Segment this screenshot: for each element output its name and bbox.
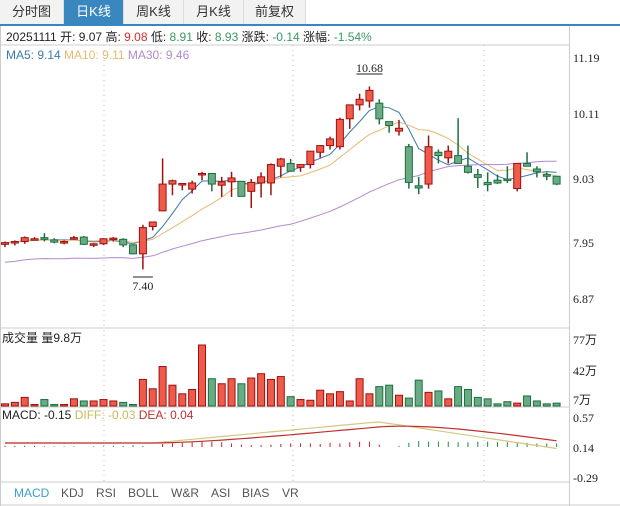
tab-daily-k[interactable]: 日K线	[64, 0, 124, 24]
tab-monthly-k[interactable]: 月K线	[184, 0, 244, 24]
indicator-rsi[interactable]: RSI	[96, 486, 117, 500]
ohlc-info: 20251111 开: 9.07 高: 9.08 低: 8.91 收: 8.93…	[6, 28, 372, 45]
indicator-bias[interactable]: BIAS	[242, 486, 270, 500]
open-label: 开:	[60, 30, 76, 44]
indicator-asi[interactable]: ASI	[211, 486, 231, 500]
open-value: 9.07	[78, 30, 103, 44]
macd-axis-label: 0.57	[573, 411, 594, 425]
high-label: 高:	[105, 30, 121, 44]
low-value: 8.91	[169, 30, 193, 44]
diff-value: DIFF: -0.03	[74, 408, 136, 422]
indicator-boll[interactable]: BOLL	[128, 486, 159, 500]
change-label: 涨跌:	[241, 30, 269, 44]
macd-legend: MACD: -0.15 DIFF: -0.03 DEA: 0.04	[2, 408, 193, 422]
ma30-value: MA30: 9.46	[127, 48, 190, 62]
indicator-vr[interactable]: VR	[282, 486, 299, 500]
volume-axis-label: 7万	[573, 393, 592, 407]
indicator-kdj[interactable]: KDJ	[61, 486, 84, 500]
macd-value: MACD: -0.15	[2, 408, 72, 422]
volume-title: 成交量 量9.8万	[2, 331, 83, 345]
svg-text:10.68: 10.68	[356, 61, 383, 75]
date-value: 20251111	[6, 30, 57, 44]
period-tabs: 分时图 日K线 周K线 月K线 前复权	[0, 0, 620, 26]
close-value: 8.93	[214, 30, 239, 44]
volume-axis-label: 77万	[573, 333, 598, 347]
low-label: 低:	[150, 30, 167, 44]
price-axis-label: 7.95	[573, 236, 594, 250]
ma-legend: MA5: 9.14 MA10: 9.11 MA30: 9.46	[6, 48, 189, 62]
change-value: -0.14	[272, 30, 300, 44]
indicator-wr[interactable]: W&R	[171, 486, 199, 500]
macd-axis-label: -0.29	[573, 471, 598, 485]
close-label: 收:	[196, 30, 212, 44]
price-axis-label: 6.87	[573, 292, 594, 306]
pct-value: -1.54%	[333, 30, 372, 44]
high-value: 9.08	[124, 30, 148, 44]
volume-axis-label: 42万	[573, 364, 598, 378]
tab-forward-adjust[interactable]: 前复权	[244, 0, 306, 24]
svg-text:7.40: 7.40	[132, 279, 153, 293]
indicator-macd[interactable]: MACD	[14, 486, 50, 500]
chart-frame	[0, 26, 570, 506]
price-axis-label: 9.03	[573, 172, 594, 186]
ma10-value: MA10: 9.11	[64, 48, 125, 62]
dea-value: DEA: 0.04	[138, 408, 194, 422]
price-axis-label: 11.19	[573, 51, 600, 65]
tab-weekly-k[interactable]: 周K线	[124, 0, 184, 24]
tab-intraday[interactable]: 分时图	[0, 0, 64, 24]
ma5-value: MA5: 9.14	[6, 48, 61, 62]
macd-axis-label: 0.14	[573, 441, 594, 455]
price-axis-label: 10.11	[573, 107, 600, 121]
pct-label: 涨幅:	[303, 30, 331, 44]
